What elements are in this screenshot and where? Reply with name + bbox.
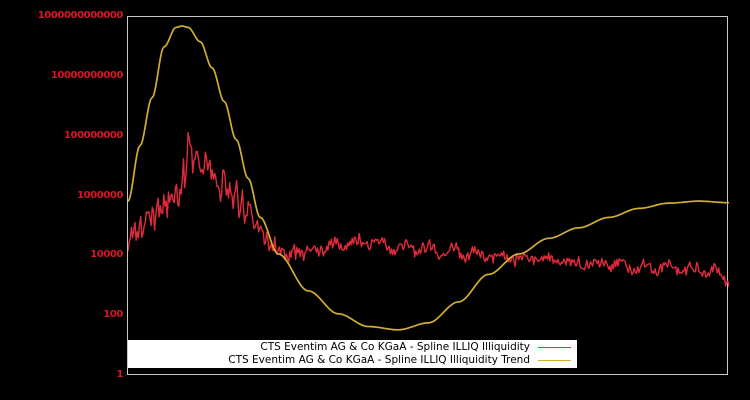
series-layer <box>128 25 729 331</box>
plot-area <box>127 16 729 375</box>
legend-entry-illiquidity-trend: CTS Eventim AG & Co KGaA - Spline ILLIQ … <box>129 354 576 367</box>
legend-label-illiquidity: CTS Eventim AG & Co KGaA - Spline ILLIQ … <box>260 341 530 353</box>
y-tick-label-1000000: 1000000 <box>77 189 123 201</box>
legend-swatch-illiquidity-trend <box>538 360 571 361</box>
y-axis-tick-labels: 1000000000000 10000000000 100000000 1000000… <box>0 0 124 400</box>
y-tick-label-100: 100 <box>103 309 123 321</box>
y-tick-label-10000000000: 10000000000 <box>50 69 124 81</box>
legend-swatch-illiquidity <box>538 347 571 348</box>
y-tick-label-10000: 10000 <box>90 249 123 261</box>
plot-svg <box>128 25 729 331</box>
series-line-illiquidity-trend <box>128 25 729 331</box>
legend-entry-illiquidity: CTS Eventim AG & Co KGaA - Spline ILLIQ … <box>129 341 576 354</box>
legend-label-illiquidity-trend: CTS Eventim AG & Co KGaA - Spline ILLIQ … <box>228 354 530 366</box>
y-tick-label-1000000000000: 1000000000000 <box>37 10 124 21</box>
series-line-illiquidity <box>128 132 729 288</box>
chart-legend: CTS Eventim AG & Co KGaA - Spline ILLIQ … <box>128 340 577 368</box>
y-tick-label-100000000: 100000000 <box>63 129 123 141</box>
y-tick-label-1: 1 <box>116 369 123 380</box>
